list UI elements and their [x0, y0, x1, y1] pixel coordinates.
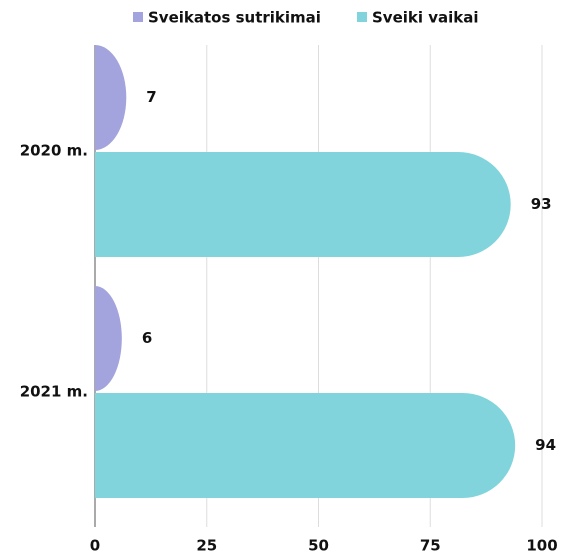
- data-label: 94: [535, 436, 556, 454]
- bar: [95, 152, 511, 257]
- x-tick-label: 0: [90, 537, 100, 555]
- legend-label: Sveiki vaikai: [372, 9, 479, 27]
- x-tick-label: 25: [196, 537, 217, 555]
- data-label: 6: [142, 329, 152, 347]
- legend-label: Sveikatos sutrikimai: [148, 9, 321, 27]
- bar: [95, 45, 127, 150]
- x-tick-label: 100: [526, 537, 557, 555]
- bar: [95, 393, 516, 498]
- y-tick-label: 2021 m.: [20, 383, 88, 401]
- y-tick-label: 2020 m.: [20, 142, 88, 160]
- data-label: 7: [146, 88, 156, 106]
- bar: [95, 286, 122, 391]
- legend-marker: [133, 12, 143, 22]
- x-tick-label: 50: [308, 537, 329, 555]
- legend-marker: [357, 12, 367, 22]
- data-label: 93: [531, 195, 552, 213]
- x-tick-label: 75: [420, 537, 441, 555]
